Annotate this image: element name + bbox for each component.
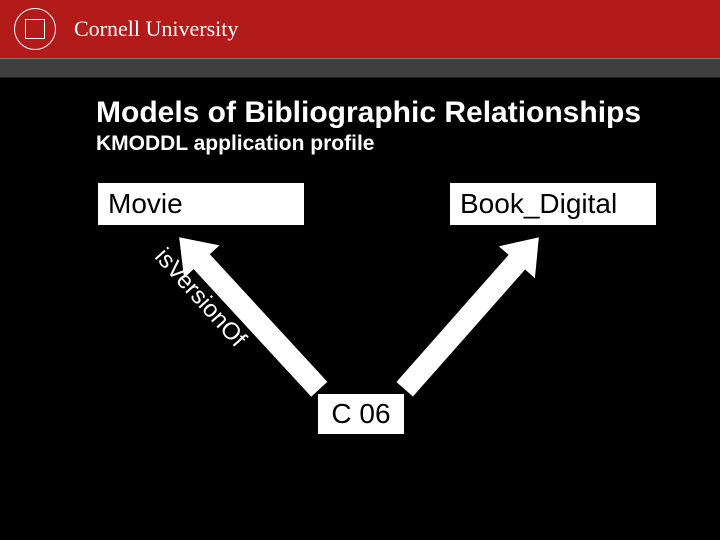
edge-arrow-references [0, 0, 720, 540]
